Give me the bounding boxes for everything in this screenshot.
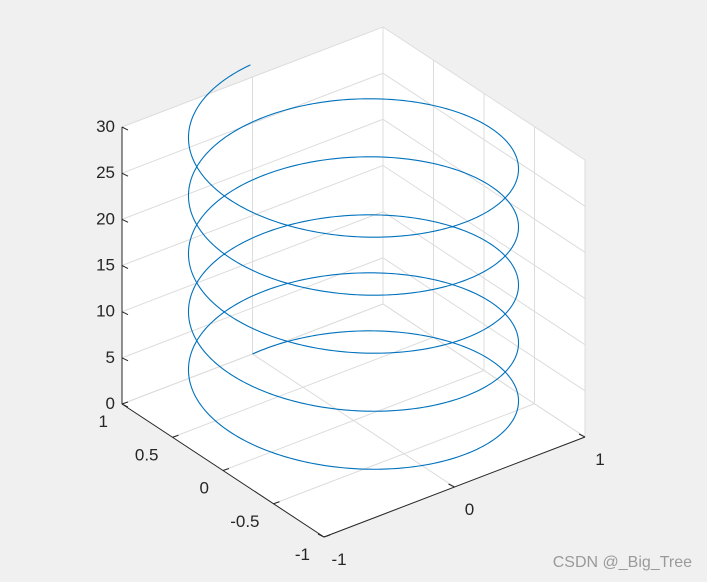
grid-line-side-z bbox=[382, 26, 586, 161]
helix-series-line bbox=[187, 64, 520, 470]
z-tick-label: 0 bbox=[106, 394, 115, 413]
z-tick-label: 10 bbox=[96, 302, 115, 321]
grid-line-floor-y bbox=[172, 336, 434, 438]
x-tick-label: 1 bbox=[595, 450, 604, 469]
y-tick-label: 1 bbox=[99, 412, 108, 431]
y-tick-label: 0.5 bbox=[135, 445, 159, 464]
y-tick bbox=[172, 434, 179, 438]
z-tick bbox=[121, 218, 129, 223]
grid-line-back-z bbox=[121, 26, 384, 128]
z-tick-label: 20 bbox=[96, 209, 115, 228]
x-tick bbox=[578, 433, 586, 438]
y-tick-label: 0 bbox=[200, 479, 209, 498]
z-tick bbox=[121, 172, 129, 177]
z-tick-label: 15 bbox=[96, 256, 115, 275]
x-tick-label: 0 bbox=[465, 500, 474, 519]
z-tick bbox=[121, 311, 129, 316]
grid-line-back-z bbox=[121, 72, 384, 174]
y-tick bbox=[121, 401, 129, 405]
grid-line-back-z bbox=[121, 211, 384, 313]
grid-line-back-z bbox=[121, 118, 384, 220]
z-tick bbox=[121, 403, 129, 408]
series-group bbox=[187, 64, 520, 470]
x-tick bbox=[317, 533, 325, 538]
grid-line-side-z bbox=[382, 303, 586, 438]
z-tick bbox=[121, 126, 129, 131]
x-tick-label: -1 bbox=[331, 550, 346, 569]
z-tick bbox=[121, 357, 129, 362]
grid-line-side-z bbox=[382, 257, 586, 392]
y-tick bbox=[323, 534, 331, 538]
z-tick-label: 5 bbox=[106, 348, 115, 367]
y-tick bbox=[222, 468, 230, 471]
z-tick bbox=[121, 265, 129, 269]
z-tick-label: 25 bbox=[96, 163, 115, 182]
watermark-text: CSDN @_Big_Tree bbox=[553, 554, 692, 571]
tick-marks bbox=[121, 126, 586, 538]
y-tick-label: -0.5 bbox=[230, 512, 259, 531]
z-tick-label: 30 bbox=[96, 117, 115, 136]
axes-background bbox=[122, 27, 585, 537]
grid-line-side-z bbox=[382, 72, 586, 207]
y-tick-label: -1 bbox=[295, 545, 310, 564]
x-tick bbox=[448, 483, 455, 488]
grid-line-side-z bbox=[382, 165, 586, 299]
grid-lines bbox=[121, 26, 586, 538]
grid-line-back-z bbox=[121, 165, 384, 266]
grid-line-floor-y bbox=[222, 370, 485, 471]
y-tick bbox=[273, 501, 280, 505]
axes-panes bbox=[122, 27, 585, 537]
grid-line-side-z bbox=[382, 118, 586, 253]
grid-line-floor-y bbox=[273, 403, 535, 505]
